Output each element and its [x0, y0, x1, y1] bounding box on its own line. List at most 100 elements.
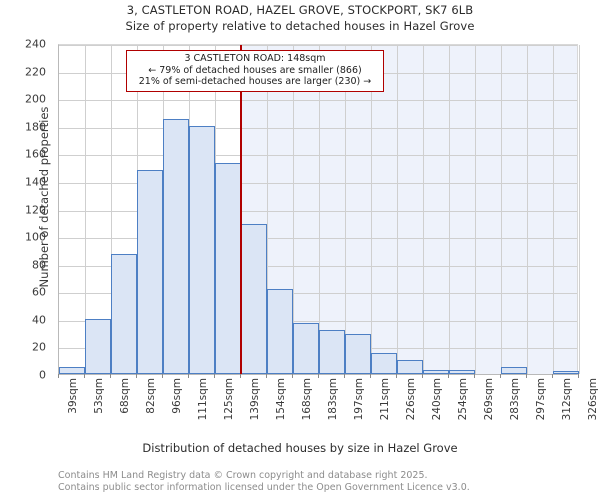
- bar-154sqm: [267, 288, 293, 374]
- gridline-y-240: [59, 45, 577, 46]
- x-tick-label: 168sqm: [301, 378, 313, 421]
- gridline-y-160: [59, 155, 577, 157]
- x-tick: [396, 374, 397, 378]
- bar-312sqm: [553, 371, 579, 374]
- y-tick-label: 40: [32, 313, 46, 327]
- y-tick-label: 20: [32, 340, 46, 354]
- gridline-y-80: [59, 265, 577, 267]
- gridline-x-8: [267, 45, 268, 374]
- bar-82sqm: [137, 169, 163, 374]
- gridline-x-1: [85, 45, 86, 374]
- y-tick-label: 240: [25, 37, 46, 51]
- x-tick-label: 312sqm: [561, 378, 573, 421]
- x-tick-label: 139sqm: [249, 378, 261, 421]
- gridline-x-11: [345, 45, 346, 374]
- gridline-x-2: [111, 45, 112, 374]
- gridline-y-60: [59, 293, 577, 295]
- x-tick-label: 226sqm: [405, 378, 417, 421]
- gridline-x-20: [579, 45, 580, 374]
- x-tick: [214, 374, 215, 378]
- x-tick-label: 82sqm: [145, 378, 157, 414]
- x-tick: [110, 374, 111, 378]
- gridline-x-10: [319, 45, 320, 374]
- annotation-line-3: 21% of semi-detached houses are larger (…: [138, 76, 372, 88]
- x-tick-label: 269sqm: [483, 378, 495, 421]
- gridline-y-100: [59, 238, 577, 240]
- gridline-x-17: [501, 45, 502, 374]
- gridline-y-40: [59, 320, 577, 322]
- gridline-y-120: [59, 210, 577, 212]
- gridline-x-15: [449, 45, 450, 374]
- chart-title-block: 3, CASTLETON ROAD, HAZEL GROVE, STOCKPOR…: [0, 2, 600, 34]
- gridline-y-140: [59, 182, 577, 184]
- page-title: 3, CASTLETON ROAD, HAZEL GROVE, STOCKPOR…: [126, 3, 474, 17]
- y-axis-labels: 0 20 40 60 80 100 120 140 160 180 200 220 240: [0, 38, 52, 382]
- y-tick-label: 180: [25, 120, 46, 134]
- y-tick-label: 80: [32, 258, 46, 272]
- x-tick: [84, 374, 85, 378]
- x-tick: [526, 374, 527, 378]
- x-tick-label: 197sqm: [353, 378, 365, 421]
- bar-68sqm: [111, 254, 137, 374]
- gridline-x-12: [371, 45, 372, 374]
- x-tick: [500, 374, 501, 378]
- x-tick: [552, 374, 553, 378]
- gridline-x-18: [527, 45, 528, 374]
- bar-series: [59, 45, 579, 374]
- bar-111sqm: [189, 125, 215, 374]
- y-tick-label: 0: [39, 368, 46, 382]
- x-tick: [344, 374, 345, 378]
- y-tick-label: 220: [25, 65, 46, 79]
- bar-211sqm: [371, 353, 397, 374]
- y-tick-label: 200: [25, 92, 46, 106]
- x-tick-label: 240sqm: [431, 378, 443, 421]
- x-tick: [58, 374, 59, 378]
- y-axis-title: Number of detached properties: [37, 106, 51, 288]
- x-tick-label: 53sqm: [93, 378, 105, 414]
- x-tick-label: 326sqm: [587, 378, 599, 421]
- bar-183sqm: [319, 329, 345, 374]
- bar-168sqm: [293, 322, 319, 374]
- bar-240sqm: [423, 369, 449, 374]
- bar-197sqm: [345, 334, 371, 374]
- x-axis-labels: 39sqm 53sqm 68sqm 82sqm 96sqm 111sqm 125sqm 139…: [58, 374, 599, 440]
- x-tick-label: 68sqm: [119, 378, 131, 414]
- x-tick: [318, 374, 319, 378]
- x-tick: [136, 374, 137, 378]
- gridline-x-16: [475, 45, 476, 374]
- bar-39sqm: [59, 367, 85, 374]
- gridline-x-14: [423, 45, 424, 374]
- larger-region-shading: [241, 45, 577, 374]
- x-tick: [162, 374, 163, 378]
- annotation-line-1: 3 CASTLETON ROAD: 148sqm: [184, 53, 326, 64]
- y-tick-label: 160: [25, 147, 46, 161]
- x-tick-label: 39sqm: [67, 378, 79, 414]
- x-tick-label: 283sqm: [509, 378, 521, 421]
- y-tick-label: 100: [25, 230, 46, 244]
- gridline-x-9: [293, 45, 294, 374]
- x-tick: [370, 374, 371, 378]
- annotation-line-2: ← 79% of detached houses are smaller (86…: [148, 64, 362, 76]
- gridline-y-180: [59, 127, 577, 129]
- x-tick-label: 154sqm: [275, 378, 287, 421]
- attribution-footer: Contains HM Land Registry data © Crown c…: [58, 470, 598, 493]
- plot-area: [58, 44, 580, 375]
- x-tick: [292, 374, 293, 378]
- bar-125sqm: [215, 163, 241, 374]
- x-axis-title: Distribution of detached houses by size …: [142, 441, 458, 455]
- bar-96sqm: [163, 118, 189, 374]
- gridline-x-13: [397, 45, 398, 374]
- x-tick: [266, 374, 267, 378]
- property-annotation-box: 3 CASTLETON ROAD: 148sqm ← 79% of detach…: [126, 50, 384, 92]
- bar-139sqm: [241, 223, 267, 374]
- x-tick-label: 211sqm: [379, 378, 391, 421]
- x-tick: [422, 374, 423, 378]
- x-tick-label: 96sqm: [171, 378, 183, 414]
- gridline-y-200: [59, 100, 577, 102]
- y-tick-label: 120: [25, 203, 46, 216]
- footer-line-1: Contains HM Land Registry data © Crown c…: [58, 470, 428, 481]
- y-tick-label: 60: [32, 285, 46, 299]
- bar-226sqm: [397, 360, 423, 374]
- y-tick-label: 140: [25, 175, 46, 189]
